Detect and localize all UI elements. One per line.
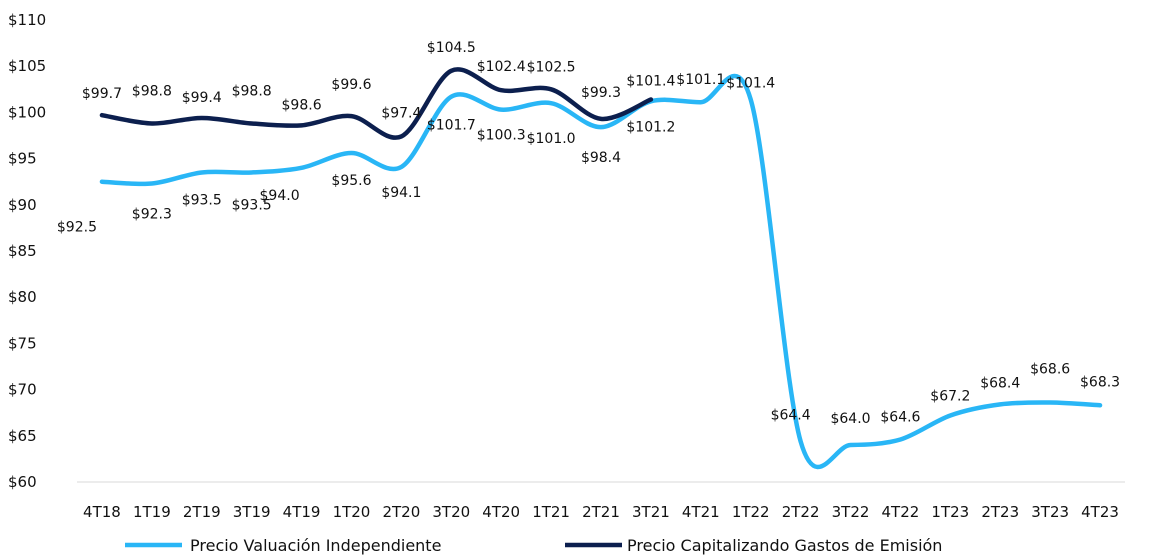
y-tick-label: $60 [8, 473, 37, 491]
y-tick-label: $90 [8, 196, 37, 214]
y-tick-label: $85 [8, 242, 37, 260]
y-tick-label: $70 [8, 381, 37, 399]
data-label: $93.5 [232, 197, 272, 213]
x-tick-label: 2T21 [582, 503, 620, 521]
data-label: $102.5 [527, 59, 576, 75]
x-tick-label: 4T18 [83, 503, 121, 521]
x-tick-label: 3T20 [432, 503, 470, 521]
data-label: $68.4 [980, 375, 1020, 391]
data-label: $92.5 [57, 220, 97, 236]
x-tick-label: 1T22 [732, 503, 770, 521]
data-label: $64.0 [830, 411, 870, 427]
x-tick-label: 2T19 [183, 503, 221, 521]
data-label: $98.6 [282, 97, 322, 113]
data-label: $101.2 [626, 119, 675, 135]
data-label: $104.5 [427, 40, 476, 56]
series-line-2 [99, 67, 654, 140]
x-tick-label: 1T21 [532, 503, 570, 521]
x-tick-label: 3T21 [632, 503, 670, 521]
y-axis: $60 $65 $70 $75 $80 $85 $90 $95 $100 $105 $110 [8, 11, 46, 491]
y-tick-label: $100 [8, 103, 46, 121]
x-tick-label: 1T23 [931, 503, 969, 521]
data-label: $98.4 [581, 150, 621, 166]
x-tick-label: 2T20 [382, 503, 420, 521]
data-label: $68.3 [1080, 374, 1120, 390]
data-label: $64.6 [880, 409, 920, 425]
data-label: $99.6 [331, 77, 371, 93]
y-tick-label: $110 [8, 11, 46, 29]
x-tick-label: 4T22 [882, 503, 920, 521]
data-label: $101.4 [726, 75, 775, 91]
data-label: $100.3 [477, 128, 526, 144]
x-tick-label: 4T19 [283, 503, 321, 521]
data-label: $99.7 [82, 86, 122, 102]
y-tick-label: $75 [8, 334, 37, 352]
data-label: $64.4 [771, 407, 811, 423]
data-label: $101.0 [527, 131, 576, 147]
x-tick-label: 3T23 [1031, 503, 1069, 521]
y-tick-label: $80 [8, 288, 37, 306]
data-label: $67.2 [930, 388, 970, 404]
data-labels: $92.5$92.3$93.5 $93.5$94.0$95.6$94.1$101.… [57, 40, 1120, 427]
data-label: $97.4 [381, 105, 421, 121]
x-tick-label: 2T23 [981, 503, 1019, 521]
data-label: $99.4 [182, 90, 222, 106]
data-label: $102.4 [477, 59, 526, 75]
y-tick-label: $105 [8, 57, 46, 75]
x-tick-label: 4T23 [1081, 503, 1119, 521]
data-label: $95.6 [331, 173, 371, 189]
data-label: $101.4 [626, 73, 675, 89]
data-label: $101.1 [676, 72, 725, 88]
y-tick-label: $65 [8, 427, 37, 445]
data-label: $94.1 [381, 185, 421, 201]
x-tick-label: 1T19 [133, 503, 171, 521]
data-label: $98.8 [232, 83, 272, 99]
x-axis: 4T18 1T19 2T19 3T19 4T19 1T20 2T20 3T20 4T20 1T21… [83, 503, 1119, 521]
x-tick-label: 2T22 [782, 503, 820, 521]
x-tick-label: 1T20 [333, 503, 371, 521]
data-label: $93.5 [182, 192, 222, 208]
x-tick-label: 4T21 [682, 503, 720, 521]
data-label: $92.3 [132, 207, 172, 223]
series-lines [99, 67, 1103, 470]
x-tick-label: 3T22 [832, 503, 870, 521]
x-tick-label: 3T19 [233, 503, 271, 521]
x-tick-label: 4T20 [482, 503, 520, 521]
legend: Precio Valuación Independiente Precio Cap… [125, 536, 942, 555]
data-label: $98.8 [132, 83, 172, 99]
legend-label: Precio Capitalizando Gastos de Emisión [627, 536, 942, 555]
data-label: $94.0 [260, 188, 300, 204]
data-label: $101.7 [427, 118, 476, 134]
data-label: $68.6 [1030, 362, 1070, 378]
y-tick-label: $95 [8, 150, 37, 168]
data-label: $99.3 [581, 85, 621, 101]
series-line-1 [99, 73, 1103, 470]
legend-label: Precio Valuación Independiente [190, 536, 441, 555]
